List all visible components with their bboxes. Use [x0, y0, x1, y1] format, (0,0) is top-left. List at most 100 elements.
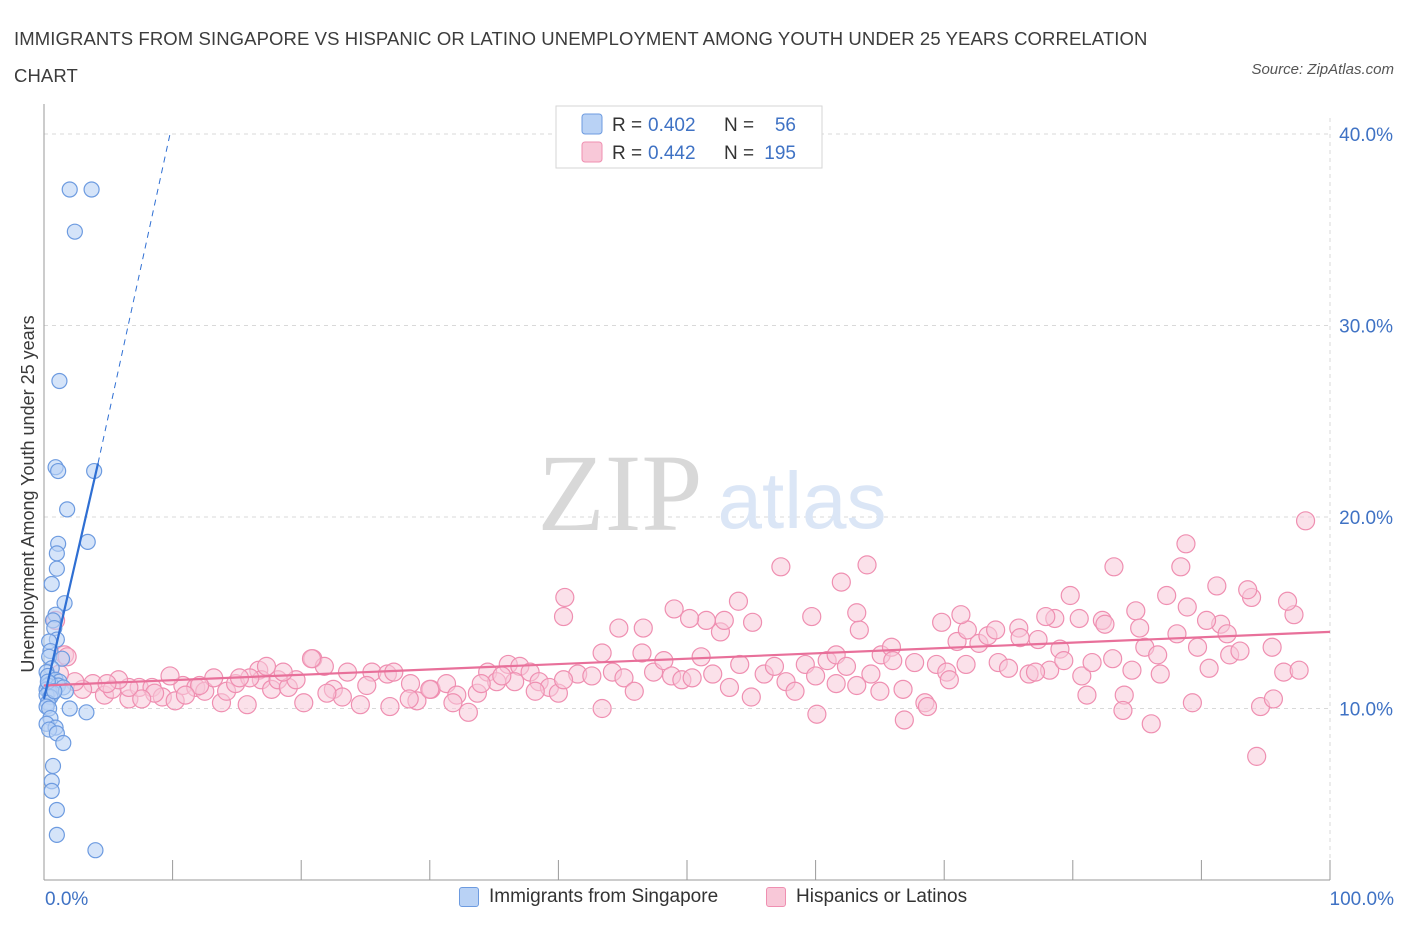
pink-point [719, 677, 740, 698]
legend-swatch-singapore [459, 887, 479, 907]
pink-point [741, 687, 761, 707]
trend-lines [42, 133, 1331, 700]
blue-point [48, 801, 65, 819]
pink-point [350, 695, 370, 715]
legend-r-label-1: R = [612, 115, 642, 136]
pink-point [807, 704, 827, 724]
watermark-zip: ZIP [538, 432, 703, 554]
pink-point [1187, 637, 1208, 657]
y-tick-label: 40.0% [1339, 125, 1393, 146]
pink-point [1247, 746, 1267, 766]
pink-point [932, 612, 952, 632]
pink-point [175, 685, 196, 705]
pink-point [831, 572, 851, 592]
y-tick-labels: 10.0% 20.0% 30.0% 40.0% [1339, 125, 1393, 721]
legend-swatch-pink [581, 141, 603, 163]
x-tick-label-min: 0.0% [45, 889, 89, 910]
pink-point [555, 587, 575, 608]
legend-label-hispanic: Hispanics or Latinos [796, 886, 968, 907]
pink-point [190, 675, 210, 696]
chart-title: IMMIGRANTS FROM SINGAPORE VS HISPANIC OR… [14, 28, 1148, 86]
pink-point [1028, 629, 1048, 650]
pink-point [1199, 658, 1219, 678]
pink-point [420, 679, 440, 699]
pink-point [696, 610, 716, 631]
pink-point [1167, 624, 1187, 644]
pink-point [893, 679, 913, 699]
pink-point [273, 662, 293, 682]
pink-point [380, 696, 400, 717]
pink-point [917, 696, 938, 717]
legend-swatch-blue [581, 113, 603, 135]
pink-point [1036, 606, 1056, 627]
pink-point [847, 675, 867, 696]
pink-point [160, 666, 180, 686]
pink-point [805, 666, 826, 686]
watermark-atlas: atlas [718, 456, 887, 545]
pink-point [1182, 693, 1202, 713]
blue-trend-line [42, 463, 100, 700]
blue-point [66, 223, 83, 240]
pink-point [847, 603, 867, 623]
source-note: Source: ZipAtlas.com [1251, 61, 1394, 78]
blue-point [48, 545, 65, 562]
pink-point [1141, 714, 1161, 734]
blue-point [43, 575, 60, 593]
pink-point [624, 681, 644, 701]
pink-point [730, 654, 750, 675]
pink-point [443, 693, 463, 713]
pink-point [1069, 608, 1089, 629]
pink-point [714, 610, 734, 631]
pink-point [1122, 660, 1142, 680]
pink-point [1095, 614, 1115, 634]
pink-point [870, 681, 890, 701]
pink-point [1077, 685, 1097, 705]
y-tick-label: 20.0% [1339, 508, 1393, 529]
pink-point [525, 681, 545, 701]
pink-point [1196, 610, 1217, 631]
legend-swatch-hispanic [766, 887, 786, 907]
blue-point [79, 533, 96, 550]
pink-point [951, 605, 971, 625]
pink-point [742, 612, 763, 632]
legend-item-hispanic: Hispanics or Latinos [766, 886, 967, 908]
blue-point [61, 700, 78, 717]
pink-point [771, 557, 791, 577]
pink-point [802, 606, 822, 627]
y-tick-label: 10.0% [1339, 700, 1393, 721]
pink-point [939, 670, 959, 690]
blue-trend-extension [97, 133, 171, 464]
pink-point [1060, 585, 1080, 606]
pink-point [998, 658, 1019, 678]
pink-point [1217, 624, 1237, 644]
blue-point [55, 734, 72, 752]
blue-point [83, 181, 100, 198]
pink-point [294, 693, 314, 713]
pink-point [592, 698, 612, 719]
pink-point [728, 591, 749, 611]
pink-point [1262, 637, 1282, 657]
pink-point [1072, 666, 1092, 686]
pink-point [1295, 511, 1316, 531]
pink-point [1103, 649, 1123, 669]
legend-n-value-1: 56 [775, 115, 796, 136]
pink-point [317, 683, 337, 703]
bottom-legend: Immigrants from Singapore Hispanics or L… [0, 886, 1406, 916]
pink-point [986, 620, 1006, 640]
legend-r-value-2: 0.442 [648, 143, 696, 164]
pink-point [1171, 557, 1191, 577]
pink-point [1289, 660, 1309, 680]
legend-item-singapore: Immigrants from Singapore [459, 886, 718, 908]
pink-trend-line [43, 630, 1331, 687]
legend-n-label-1: N = [724, 115, 754, 136]
blue-point [51, 372, 68, 390]
pink-point [1025, 662, 1046, 682]
pink-point [553, 606, 574, 627]
pink-point [1130, 618, 1150, 638]
pink-point [132, 689, 152, 709]
pink-point [582, 666, 602, 686]
pink-point [956, 654, 976, 675]
pink-point [1238, 580, 1258, 600]
legend-r-label-2: R = [612, 143, 642, 164]
pink-point [764, 656, 785, 676]
